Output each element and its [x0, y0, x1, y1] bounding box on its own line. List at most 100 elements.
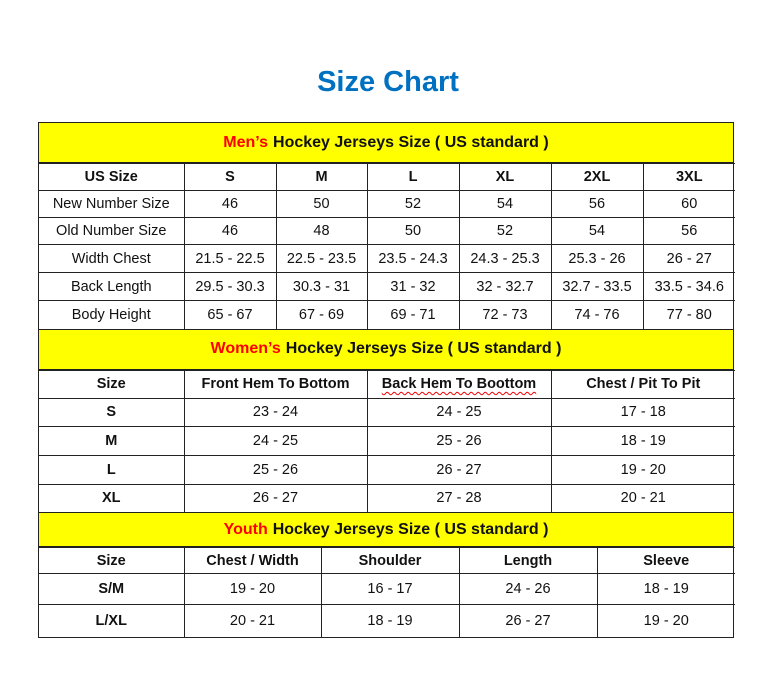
table-row: S/M 19 - 20 16 - 17 24 - 26 18 - 19 [39, 573, 735, 605]
column-header: L [366, 163, 460, 191]
table-cell: 27 - 28 [366, 483, 552, 512]
womens-section: Women’s Hockey Jerseys Size ( US standard… [39, 329, 735, 513]
column-header: M [275, 163, 368, 191]
row-label: Old Number Size [39, 217, 185, 245]
column-header-text: 2XL [583, 169, 611, 185]
column-header: US Size [39, 163, 185, 191]
table-cell: 54 [550, 217, 644, 245]
table-cell: 23.5 - 24.3 [366, 244, 460, 273]
table-cell: 20 - 21 [183, 604, 322, 637]
column-header-text: 3XL [675, 169, 703, 185]
table-cell: 48 [275, 217, 368, 245]
table-cell: 69 - 71 [366, 300, 460, 329]
column-header: Chest / Pit To Pit [550, 369, 735, 399]
row-label: Body Height [39, 300, 185, 329]
table-cell: 19 - 20 [183, 573, 322, 605]
table-cell: 26 - 27 [458, 604, 598, 637]
page-title: Size Chart [317, 66, 459, 98]
table-cell: 17 - 18 [550, 397, 735, 427]
table-row: Back Length 29.5 - 30.3 30.3 - 31 31 - 32 32… [39, 272, 735, 301]
table-cell: 23 - 24 [183, 397, 368, 427]
column-header: Front Hem To Bottom [183, 369, 368, 399]
row-label: S [39, 397, 185, 427]
column-header-text: Shoulder [358, 552, 422, 569]
mens-section: Men’s Hockey Jerseys Size ( US standard )… [39, 123, 735, 330]
column-header-text: US Size [84, 169, 138, 185]
size-table: US Size S M L XL 2XL 3XL New Number Size 46 50 52 5… [39, 163, 735, 329]
table-cell: 32 - 32.7 [458, 272, 552, 301]
column-header: Sleeve [596, 547, 735, 574]
table-cell: 31 - 32 [366, 272, 460, 301]
row-label: Back Length [39, 272, 185, 301]
table-row: M 24 - 25 25 - 26 18 - 19 [39, 425, 735, 456]
column-header-text: Size [96, 552, 126, 569]
column-header-text: Front Hem To Bottom [201, 376, 350, 392]
section-title-highlight: Women’s [210, 340, 281, 357]
table-cell: 52 [458, 217, 552, 245]
table-row: Body Height 65 - 67 67 - 69 69 - 71 72 - 73 7… [39, 300, 735, 329]
section-title: Women’s Hockey Jerseys Size ( US standard… [39, 329, 733, 370]
column-header-text: Size [96, 376, 126, 392]
table-row: L 25 - 26 26 - 27 19 - 20 [39, 454, 735, 485]
table-cell: 56 [642, 217, 735, 245]
column-header-text: Sleeve [643, 552, 690, 569]
column-header-text: M [315, 169, 328, 185]
table-cell: 24 - 25 [366, 397, 552, 427]
table-cell: 67 - 69 [275, 300, 368, 329]
youth-section: Youth Hockey Jerseys Size ( US standard )… [39, 513, 735, 637]
column-header-text: Back Hem To Boottom [381, 376, 537, 392]
table-cell: 46 [183, 217, 277, 245]
section-title: Men’s Hockey Jerseys Size ( US standard ) [39, 123, 733, 163]
table-cell: 18 - 19 [320, 604, 460, 637]
section-title-text: Hockey Jerseys Size ( US standard ) [272, 520, 549, 538]
column-header: 2XL [550, 163, 644, 191]
column-header: 3XL [642, 163, 735, 191]
table-cell: 25.3 - 26 [550, 244, 644, 273]
row-label: M [39, 425, 185, 456]
table-cell: 74 - 76 [550, 300, 644, 329]
column-header: Length [458, 547, 598, 574]
column-header: Size [39, 369, 185, 399]
table-cell: 25 - 26 [183, 454, 368, 485]
table-cell: 77 - 80 [642, 300, 735, 329]
table-row: S 23 - 24 24 - 25 17 - 18 [39, 397, 735, 427]
table-cell: 26 - 27 [183, 483, 368, 512]
column-header-text: S [225, 169, 235, 185]
table-row: New Number Size 46 50 52 54 56 60 [39, 190, 735, 218]
table-cell: 30.3 - 31 [275, 272, 368, 301]
section-title-text: Hockey Jerseys Size ( US standard ) [285, 340, 562, 357]
table-cell: 52 [366, 190, 460, 218]
table-cell: 72 - 73 [458, 300, 552, 329]
table-row: Old Number Size 46 48 50 52 54 56 [39, 217, 735, 245]
column-header-text: L [408, 169, 418, 185]
table-cell: 29.5 - 30.3 [183, 272, 277, 301]
size-table: Size Front Hem To Bottom Back Hem To Boott… [39, 369, 735, 512]
table-cell: 25 - 26 [366, 425, 552, 456]
row-label: New Number Size [39, 190, 185, 218]
table-cell: 56 [550, 190, 644, 218]
table-cell: 54 [458, 190, 552, 218]
table-cell: 50 [366, 217, 460, 245]
table-cell: 24 - 25 [183, 425, 368, 456]
header-row: Size Front Hem To Bottom Back Hem To Boott… [39, 369, 735, 399]
table-cell: 24.3 - 25.3 [458, 244, 552, 273]
column-header: Back Hem To Boottom [366, 369, 552, 399]
table-cell: 65 - 67 [183, 300, 277, 329]
row-label: Width Chest [39, 244, 185, 273]
column-header-text: XL [495, 169, 515, 185]
row-label: S/M [39, 573, 185, 605]
header-row: Size Chest / Width Shoulder Length Sleeve [39, 547, 735, 574]
column-header: XL [458, 163, 552, 191]
section-title: Youth Hockey Jerseys Size ( US standard ) [39, 513, 733, 547]
table-cell: 16 - 17 [320, 573, 460, 605]
table-cell: 46 [183, 190, 277, 218]
section-title-highlight: Youth [223, 520, 268, 538]
section-title-text: Hockey Jerseys Size ( US standard ) [273, 133, 549, 151]
table-cell: 18 - 19 [596, 573, 735, 605]
table-cell: 21.5 - 22.5 [183, 244, 277, 273]
size-table: Size Chest / Width Shoulder Length Sleeve S/M… [39, 547, 735, 637]
section-title-highlight: Men’s [223, 133, 269, 151]
row-label: L/XL [39, 604, 185, 637]
table-cell: 26 - 27 [366, 454, 552, 485]
column-header-text: Chest / Width [206, 552, 299, 569]
